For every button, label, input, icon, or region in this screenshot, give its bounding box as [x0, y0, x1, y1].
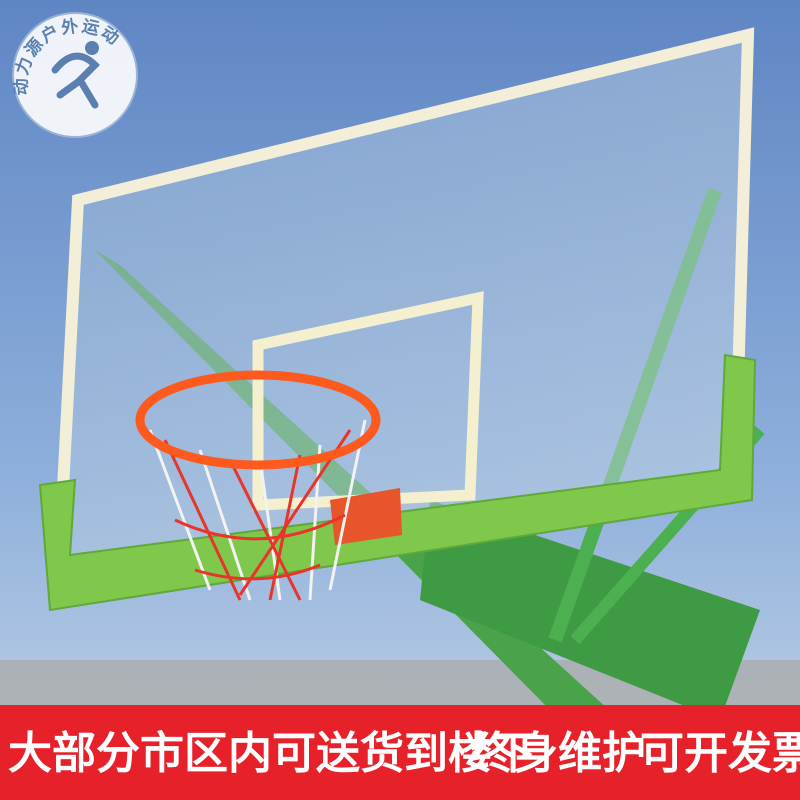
logo-figure	[51, 52, 100, 109]
target-square	[252, 291, 484, 511]
net	[148, 419, 367, 601]
main-arm	[420, 500, 760, 720]
net	[163, 429, 352, 601]
rim	[135, 370, 381, 470]
banner-text: 大部分市区内可送货到楼下	[8, 728, 536, 779]
logo-badge	[12, 12, 138, 138]
edge-padding	[38, 353, 757, 612]
banner	[0, 705, 800, 800]
banner-text: 可开发票	[640, 728, 800, 779]
logo-figure-head	[85, 41, 99, 55]
banner-text: 终身维护	[470, 728, 646, 779]
